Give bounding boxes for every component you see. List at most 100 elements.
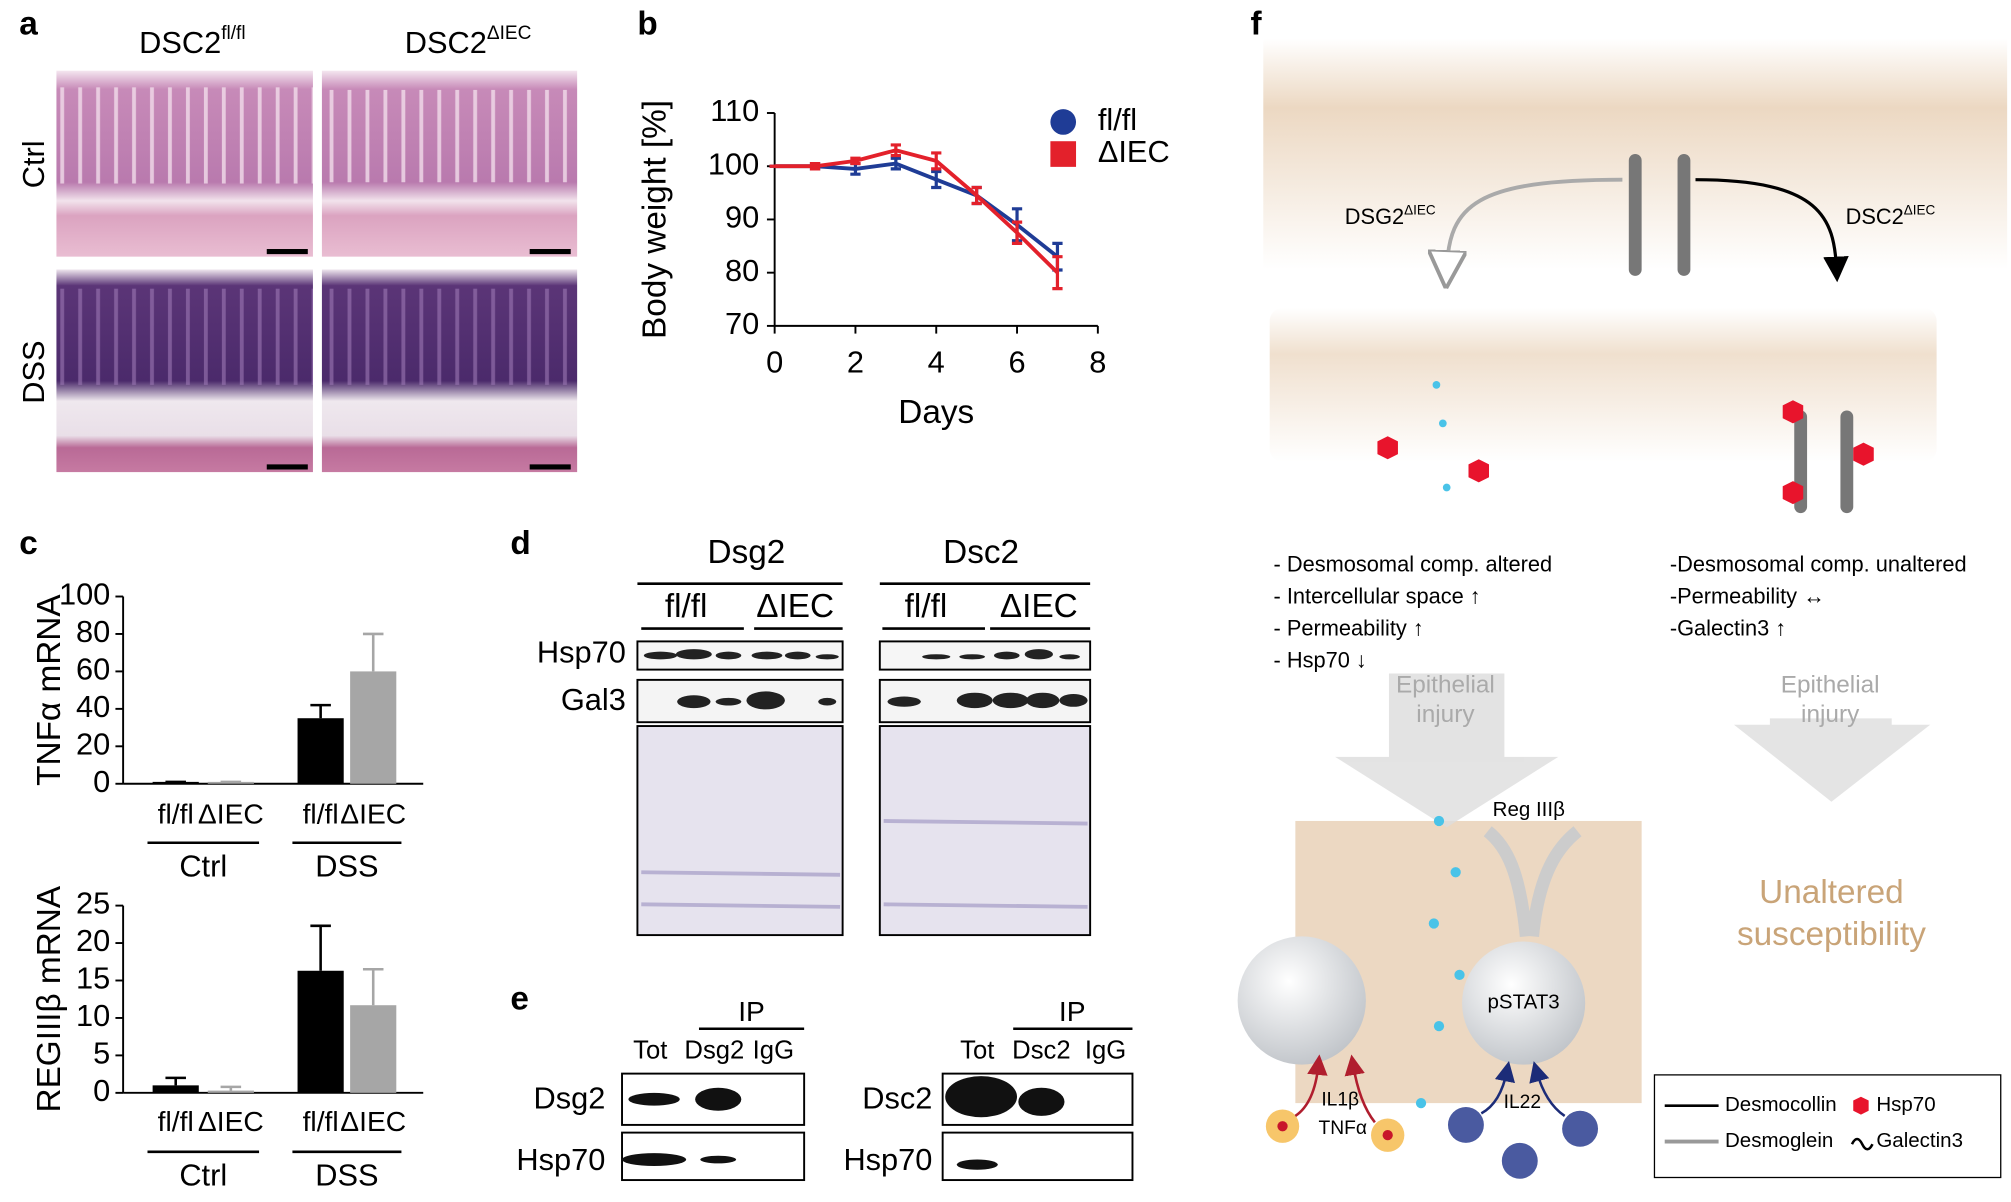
- schematic: [1237, 38, 2008, 1179]
- reg-label: Reg IIIβ: [1493, 798, 1565, 821]
- legend-label: Galectin3: [1876, 1129, 1963, 1152]
- cytokine-label: IL22: [1504, 1092, 1541, 1113]
- ip-label: IP: [1059, 995, 1086, 1027]
- error-bar: [310, 924, 331, 971]
- y-tick-label: 25: [76, 886, 110, 921]
- y-tick-label: 0: [93, 1073, 110, 1108]
- panel-letter: e: [510, 980, 529, 1017]
- error-bar: [931, 169, 942, 190]
- y-axis-label: TNFα mRNA: [31, 594, 68, 786]
- x-tick-label: ΔIEC: [340, 1105, 406, 1137]
- injury-label: Epithelial: [1781, 672, 1880, 699]
- list-item: -Permeability ↔: [1670, 584, 1825, 609]
- list-item: -Galectin3 ↑: [1670, 616, 1786, 641]
- genotype-label: ΔIEC: [756, 588, 834, 625]
- legend-label: Desmocollin: [1725, 1093, 1837, 1116]
- error-bar: [890, 156, 901, 171]
- x-tick-label: 8: [1089, 344, 1106, 379]
- panel-letter: b: [637, 6, 657, 43]
- legend-marker: [1050, 109, 1077, 135]
- y-tick-label: 0: [93, 764, 110, 799]
- y-tick-label: 80: [76, 614, 110, 649]
- blot-group: Dsc2: [943, 534, 1019, 571]
- blot-row-label: Gal3: [561, 682, 626, 717]
- genotype-label: ΔIEC: [1000, 588, 1078, 625]
- arrow-label-sup: ΔIEC: [1904, 202, 1936, 217]
- y-tick-label: 70: [725, 306, 759, 341]
- y-tick-label: 20: [76, 923, 110, 958]
- arrow-label-main: DSC2: [1846, 204, 1904, 229]
- error-bar: [971, 185, 982, 206]
- list-item: - Permeability ↑: [1274, 616, 1424, 641]
- bar: [297, 970, 344, 1093]
- group-label: Ctrl: [179, 849, 227, 884]
- outcome-label: Unaltered: [1759, 874, 1904, 911]
- x-tick-label: fl/fl: [303, 1105, 339, 1137]
- legend-label: Desmoglein: [1725, 1129, 1833, 1152]
- x-tick-label: ΔIEC: [198, 797, 264, 829]
- y-tick-label: 110: [710, 93, 759, 128]
- list-item: - Desmosomal comp. altered: [1274, 551, 1553, 576]
- genotype-label: fl/fl: [905, 588, 948, 625]
- error-bar: [220, 1085, 242, 1091]
- panel-letter: c: [19, 525, 38, 562]
- cytokine-label: TNFα: [1319, 1118, 1367, 1139]
- y-tick-label: 10: [76, 998, 110, 1033]
- lane-label: IgG: [1085, 1037, 1126, 1065]
- y-axis-label: Body weight [%]: [636, 100, 673, 339]
- x-tick-label: ΔIEC: [198, 1105, 264, 1137]
- x-tick-label: 2: [847, 344, 864, 379]
- y-tick-label: 60: [76, 652, 110, 687]
- injury-label: Epithelial: [1396, 672, 1495, 699]
- error-bar: [850, 156, 861, 166]
- column-label: DSC2fl/fl: [139, 23, 245, 60]
- y-tick-label: 80: [725, 253, 759, 288]
- cytokine-label: IL1β: [1321, 1090, 1359, 1111]
- column-label-main: DSC2: [405, 25, 487, 60]
- column-label-main: DSC2: [139, 25, 221, 60]
- outcome-label: susceptibility: [1737, 916, 1926, 953]
- error-bar: [310, 703, 331, 719]
- error-bar: [1011, 220, 1023, 246]
- injury-label: injury: [1801, 701, 1860, 728]
- group-label: Ctrl: [179, 1158, 227, 1193]
- panel-letter: a: [19, 6, 38, 43]
- list-item: -Desmosomal comp. unaltered: [1670, 551, 1967, 576]
- error-bar: [362, 632, 384, 672]
- legend-marker: [1050, 141, 1077, 167]
- blot-row-label: Hsp70: [537, 634, 626, 669]
- x-tick-label: 6: [1008, 344, 1025, 379]
- row-label: Ctrl: [16, 140, 51, 188]
- lane-label: Tot: [960, 1037, 994, 1065]
- lane-label: Dsg2: [684, 1037, 744, 1065]
- legend-label: ΔIEC: [1098, 134, 1170, 169]
- ip-label: IP: [738, 995, 765, 1027]
- list-item: - Intercellular space ↑: [1274, 584, 1481, 609]
- blot-row-label: Dsg2: [534, 1081, 606, 1116]
- column-label-sup: fl/fl: [221, 23, 245, 44]
- y-tick-label: 5: [93, 1036, 110, 1071]
- error-bar: [362, 967, 384, 1006]
- group-label: DSS: [315, 849, 378, 884]
- bar: [350, 671, 397, 784]
- arrow-label-main: DSG2: [1345, 204, 1404, 229]
- error-bar: [890, 143, 901, 158]
- arrow-label: DSG2ΔIEC: [1345, 202, 1436, 229]
- panel-letter: f: [1250, 6, 1262, 43]
- bar: [207, 1090, 254, 1093]
- group-label: DSS: [315, 1158, 378, 1193]
- column-label: DSC2ΔIEC: [405, 23, 532, 60]
- blot-row-label: Hsp70: [516, 1142, 605, 1177]
- row-label: DSS: [16, 340, 51, 403]
- x-tick-label: fl/fl: [303, 797, 339, 829]
- lane-label: Tot: [633, 1037, 667, 1065]
- series-line: [774, 148, 1059, 275]
- y-tick-label: 100: [708, 146, 759, 181]
- y-tick-label: 100: [59, 577, 110, 612]
- y-axis-label: REGIIIβ mRNA: [31, 885, 68, 1112]
- blot-row-label: Dsc2: [862, 1081, 932, 1116]
- x-tick-label: 4: [928, 344, 945, 379]
- bar: [297, 718, 344, 784]
- error-bar: [1052, 255, 1063, 291]
